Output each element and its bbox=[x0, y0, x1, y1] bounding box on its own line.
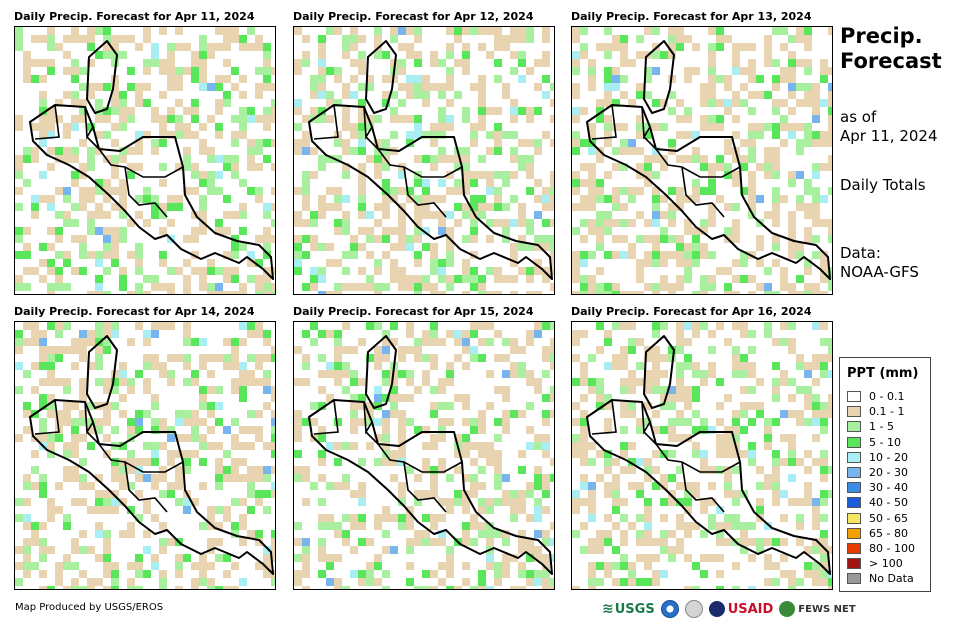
legend-swatch bbox=[847, 573, 861, 585]
nasa-seal-icon bbox=[684, 600, 703, 618]
legend-label: 30 - 40 bbox=[869, 481, 908, 495]
as-of-date: Apr 11, 2024 bbox=[840, 127, 938, 145]
side-title-line2: Forecast bbox=[840, 49, 942, 73]
country-borders bbox=[34, 399, 184, 513]
legend-swatch bbox=[847, 451, 861, 463]
legend-swatch bbox=[847, 512, 861, 524]
country-borders bbox=[313, 399, 463, 513]
legend-swatch bbox=[847, 391, 861, 403]
as-of-line1: as of bbox=[840, 108, 877, 126]
legend-title: PPT (mm) bbox=[847, 366, 919, 381]
panel-title: Daily Precip. Forecast for Apr 13, 2024 bbox=[571, 10, 812, 23]
precip-map bbox=[293, 26, 555, 295]
legend-item: 0.1 - 1 bbox=[847, 404, 915, 419]
usaid-seal-icon bbox=[708, 601, 725, 617]
legend-label: 0.1 - 1 bbox=[869, 405, 905, 419]
precip-map-svg bbox=[572, 27, 832, 294]
precip-map bbox=[293, 321, 555, 590]
precip-map bbox=[571, 26, 833, 295]
country-borders bbox=[591, 399, 741, 513]
legend-item: 10 - 20 bbox=[847, 450, 915, 465]
panel-title: Daily Precip. Forecast for Apr 16, 2024 bbox=[571, 305, 812, 318]
usgs-wave-icon: ≋ bbox=[602, 601, 614, 617]
panel-title: Daily Precip. Forecast for Apr 15, 2024 bbox=[293, 305, 534, 318]
legend-item: No Data bbox=[847, 571, 915, 586]
legend-swatch bbox=[847, 542, 861, 554]
legend-label: > 100 bbox=[869, 557, 903, 571]
legend-label: 1 - 5 bbox=[869, 420, 894, 434]
legend-swatch bbox=[847, 406, 861, 418]
precip-map-svg bbox=[294, 27, 554, 294]
country-outline bbox=[308, 335, 553, 575]
fews-net-text: FEWS NET bbox=[798, 603, 856, 615]
country-outline bbox=[29, 40, 274, 280]
noaa-logo-icon bbox=[660, 600, 679, 618]
legend-item: 50 - 65 bbox=[847, 511, 915, 526]
country-outline bbox=[29, 335, 274, 575]
country-borders bbox=[34, 104, 184, 218]
legend-label: 65 - 80 bbox=[869, 526, 908, 540]
legend-item: 5 - 10 bbox=[847, 435, 915, 450]
legend-swatch bbox=[847, 497, 861, 509]
side-title: Precip. Forecast bbox=[840, 24, 942, 74]
panel-title: Daily Precip. Forecast for Apr 14, 2024 bbox=[14, 305, 255, 318]
legend-label: 80 - 100 bbox=[869, 541, 915, 555]
usaid-logo-text: USAID bbox=[727, 601, 774, 617]
precip-map bbox=[571, 321, 833, 590]
fews-net-logo: FEWS NET bbox=[779, 601, 856, 617]
precip-map-svg bbox=[294, 322, 554, 589]
precip-map-svg bbox=[572, 322, 832, 589]
legend-item: > 100 bbox=[847, 556, 915, 571]
side-title-line1: Precip. bbox=[840, 24, 923, 48]
legend-item: 30 - 40 bbox=[847, 480, 915, 495]
legend-swatch bbox=[847, 421, 861, 433]
country-outline bbox=[586, 40, 831, 280]
legend-swatch bbox=[847, 558, 861, 570]
legend-label: 50 - 65 bbox=[869, 511, 908, 525]
usaid-logo: USAID bbox=[708, 601, 774, 617]
legend-swatch bbox=[847, 527, 861, 539]
country-borders bbox=[591, 104, 741, 218]
legend-item: 40 - 50 bbox=[847, 495, 915, 510]
data-source: Data: NOAA-GFS bbox=[840, 244, 919, 282]
country-outline bbox=[308, 40, 553, 280]
as-of-label: as of Apr 11, 2024 bbox=[840, 108, 938, 146]
legend-item: 65 - 80 bbox=[847, 526, 915, 541]
legend-swatch bbox=[847, 482, 861, 494]
legend-label: No Data bbox=[869, 572, 914, 586]
usgs-logo-text: USGS bbox=[614, 601, 655, 617]
legend-swatch bbox=[847, 436, 861, 448]
totals-label: Daily Totals bbox=[840, 176, 926, 194]
legend-label: 10 - 20 bbox=[869, 450, 908, 464]
precip-map bbox=[14, 321, 276, 590]
map-credit: Map Produced by USGS/EROS bbox=[15, 602, 164, 613]
usgs-logo: ≋ USGS bbox=[602, 601, 655, 617]
data-source-line2: NOAA-GFS bbox=[840, 263, 919, 281]
partner-logos: ≋ USGS USAID FEWS NET bbox=[602, 598, 856, 620]
country-borders bbox=[313, 104, 463, 218]
country-outline bbox=[586, 335, 831, 575]
legend-label: 5 - 10 bbox=[869, 435, 901, 449]
legend-label: 20 - 30 bbox=[869, 466, 908, 480]
fews-globe-icon bbox=[779, 601, 796, 617]
legend-label: 40 - 50 bbox=[869, 496, 908, 510]
panel-title: Daily Precip. Forecast for Apr 12, 2024 bbox=[293, 10, 534, 23]
precip-map-svg bbox=[15, 322, 275, 589]
precip-map bbox=[14, 26, 276, 295]
legend-label: 0 - 0.1 bbox=[869, 390, 905, 404]
legend-swatch bbox=[847, 467, 861, 479]
legend-item: 1 - 5 bbox=[847, 419, 915, 434]
legend-item: 20 - 30 bbox=[847, 465, 915, 480]
data-source-line1: Data: bbox=[840, 244, 881, 262]
legend-item: 0 - 0.1 bbox=[847, 389, 915, 404]
panel-title: Daily Precip. Forecast for Apr 11, 2024 bbox=[14, 10, 255, 23]
legend-item: 80 - 100 bbox=[847, 541, 915, 556]
precip-map-svg bbox=[15, 27, 275, 294]
